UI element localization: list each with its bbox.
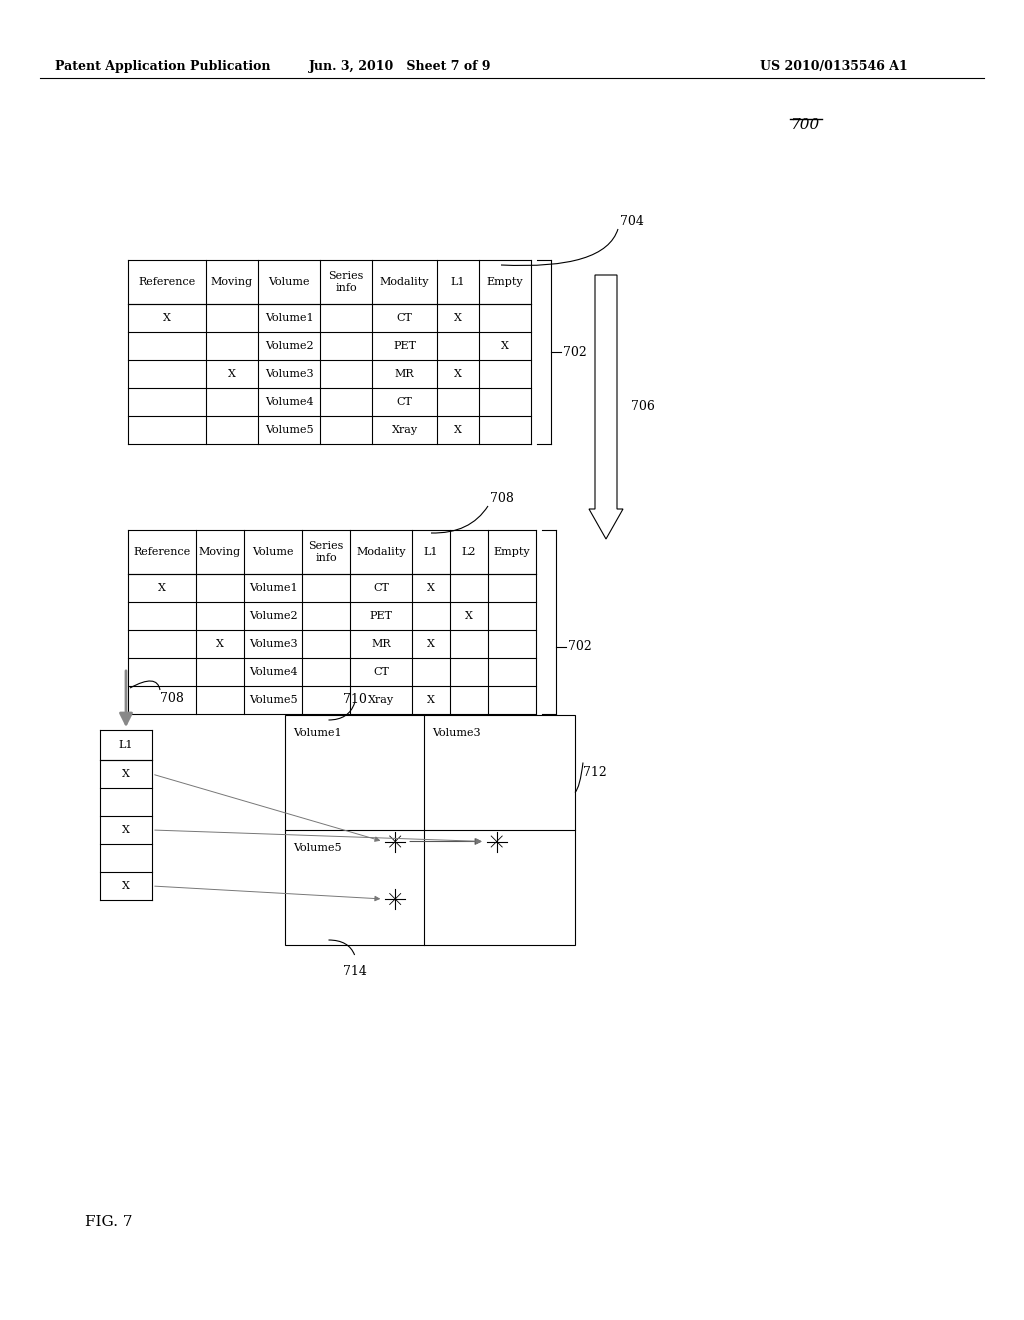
Text: L1: L1 <box>424 546 438 557</box>
Text: X: X <box>228 370 236 379</box>
Text: 712: 712 <box>583 766 607 779</box>
Text: L1: L1 <box>119 741 133 750</box>
Text: 708: 708 <box>490 492 514 506</box>
Text: Moving: Moving <box>211 277 253 286</box>
Text: CT: CT <box>373 667 389 677</box>
Text: 714: 714 <box>343 965 367 978</box>
Text: X: X <box>163 313 171 323</box>
Text: 708: 708 <box>160 692 184 705</box>
Text: Reference: Reference <box>138 277 196 286</box>
Text: L1: L1 <box>451 277 465 286</box>
Text: PET: PET <box>370 611 392 620</box>
Text: CT: CT <box>373 583 389 593</box>
Text: 700: 700 <box>790 117 819 132</box>
Text: MR: MR <box>371 639 391 649</box>
Text: Volume2: Volume2 <box>264 341 313 351</box>
Text: PET: PET <box>393 341 416 351</box>
Text: X: X <box>158 583 166 593</box>
Text: 702: 702 <box>568 640 592 653</box>
Text: Empty: Empty <box>494 546 530 557</box>
Text: Jun. 3, 2010   Sheet 7 of 9: Jun. 3, 2010 Sheet 7 of 9 <box>309 59 492 73</box>
Text: Volume5: Volume5 <box>264 425 313 436</box>
Text: Volume: Volume <box>268 277 309 286</box>
Text: Moving: Moving <box>199 546 241 557</box>
Text: Empty: Empty <box>486 277 523 286</box>
Text: Patent Application Publication: Patent Application Publication <box>55 59 270 73</box>
Text: Series
info: Series info <box>329 271 364 293</box>
Text: Volume1: Volume1 <box>264 313 313 323</box>
Text: Volume3: Volume3 <box>249 639 297 649</box>
Text: Modality: Modality <box>356 546 406 557</box>
Text: US 2010/0135546 A1: US 2010/0135546 A1 <box>760 59 907 73</box>
Text: 704: 704 <box>620 215 644 228</box>
Text: Volume4: Volume4 <box>264 397 313 407</box>
Text: 702: 702 <box>563 346 587 359</box>
Polygon shape <box>589 275 623 539</box>
Text: Volume3: Volume3 <box>432 729 481 738</box>
Text: 710: 710 <box>343 693 367 706</box>
Text: L2: L2 <box>462 546 476 557</box>
Text: Volume3: Volume3 <box>264 370 313 379</box>
Text: X: X <box>454 370 462 379</box>
Text: Volume4: Volume4 <box>249 667 297 677</box>
Text: Xray: Xray <box>368 696 394 705</box>
Text: Reference: Reference <box>133 546 190 557</box>
Text: FIG. 7: FIG. 7 <box>85 1214 132 1229</box>
Text: Volume1: Volume1 <box>249 583 297 593</box>
Text: Volume1: Volume1 <box>293 729 342 738</box>
Text: Series
info: Series info <box>308 541 344 562</box>
Text: X: X <box>454 313 462 323</box>
Text: CT: CT <box>396 313 413 323</box>
Text: 706: 706 <box>631 400 655 413</box>
Text: Volume: Volume <box>252 546 294 557</box>
Text: X: X <box>216 639 224 649</box>
Text: X: X <box>427 696 435 705</box>
Text: X: X <box>122 770 130 779</box>
Text: X: X <box>501 341 509 351</box>
Text: X: X <box>454 425 462 436</box>
Text: MR: MR <box>394 370 415 379</box>
Text: X: X <box>427 639 435 649</box>
Text: X: X <box>427 583 435 593</box>
Text: Xray: Xray <box>391 425 418 436</box>
Text: Modality: Modality <box>380 277 429 286</box>
Text: X: X <box>122 880 130 891</box>
Text: Volume5: Volume5 <box>293 843 342 853</box>
Bar <box>285 715 575 945</box>
Text: Volume5: Volume5 <box>249 696 297 705</box>
Text: X: X <box>465 611 473 620</box>
Text: Volume2: Volume2 <box>249 611 297 620</box>
Text: CT: CT <box>396 397 413 407</box>
Text: X: X <box>122 825 130 836</box>
